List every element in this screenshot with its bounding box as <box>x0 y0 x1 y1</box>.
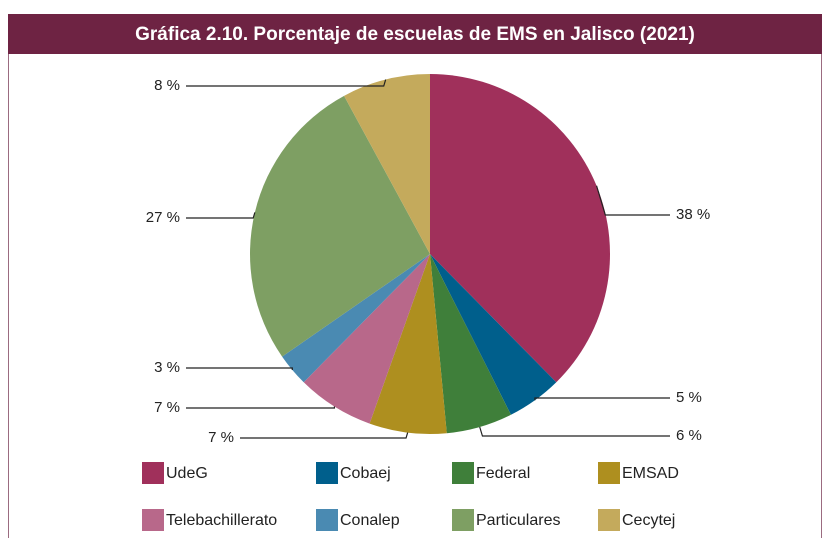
legend-swatch <box>598 462 620 484</box>
pie-slice <box>282 254 430 383</box>
pie-slice <box>369 254 447 434</box>
legend-label: Cobaej <box>340 465 391 482</box>
legend-swatch <box>598 509 620 531</box>
pie-slice <box>249 95 430 357</box>
leader-line <box>186 79 387 87</box>
data-label: 7 % <box>208 429 234 446</box>
legend-swatch <box>142 462 164 484</box>
chart-title: Gráfica 2.10. Porcentaje de escuelas de … <box>135 24 695 45</box>
legend-label: Federal <box>476 465 530 482</box>
legend-swatch <box>142 509 164 531</box>
legend-label: EMSAD <box>622 465 679 482</box>
legend-label: UdeG <box>166 465 208 482</box>
data-label: 8 % <box>154 77 180 94</box>
pie-slice <box>344 74 430 254</box>
legend-swatch <box>452 462 474 484</box>
data-label: 3 % <box>154 359 180 376</box>
legend-label: Telebachillerato <box>166 512 277 529</box>
data-label: 6 % <box>676 427 702 444</box>
pie-slice <box>430 74 610 383</box>
pie-slice <box>430 254 511 434</box>
leader-line <box>186 367 293 370</box>
data-label: 7 % <box>154 399 180 416</box>
legend-swatch <box>316 509 338 531</box>
header-bar <box>8 14 822 54</box>
data-label: 38 % <box>676 206 710 223</box>
legend-label: Particulares <box>476 512 560 529</box>
leader-line <box>479 426 670 437</box>
pie-slice <box>430 254 557 415</box>
data-label: 5 % <box>676 389 702 406</box>
leader-line <box>595 185 670 216</box>
legend-label: Cecytej <box>622 512 675 529</box>
leader-line <box>186 212 256 219</box>
leader-line <box>186 406 336 409</box>
leader-line <box>240 432 409 439</box>
legend-label: Conalep <box>340 512 400 529</box>
legend-swatch <box>452 509 474 531</box>
leader-line <box>534 397 670 401</box>
pie-slice <box>303 254 430 424</box>
data-label: 27 % <box>146 209 180 226</box>
legend-swatch <box>316 462 338 484</box>
